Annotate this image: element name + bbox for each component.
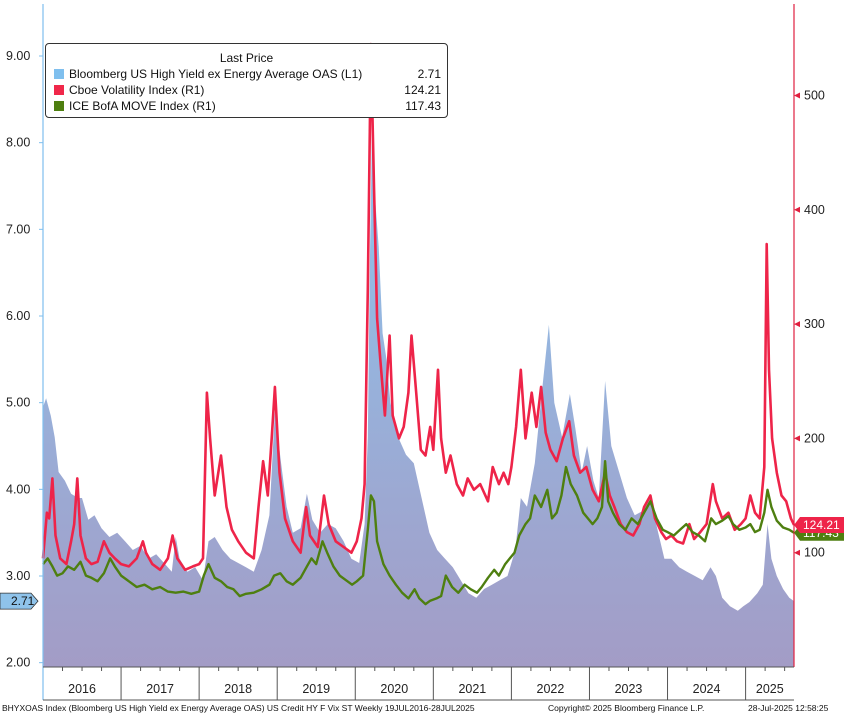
- series-oas-area: [43, 103, 794, 667]
- x-axis-year-label: 2018: [224, 682, 252, 696]
- vix-last-value-tag-text: 124.21: [803, 518, 840, 532]
- legend-swatch-oas: [54, 69, 64, 79]
- legend-value-oas: 2.71: [417, 67, 441, 81]
- right-axis-tick-label: 400: [804, 203, 825, 217]
- left-axis-tick-label: 6.00: [6, 309, 30, 323]
- footer-description: BHYXOAS Index (Bloomberg US High Yield e…: [2, 703, 475, 713]
- legend-label-vix: Cboe Volatility Index (R1): [69, 83, 205, 97]
- left-axis-tick-label: 3.00: [6, 569, 30, 583]
- x-axis-year-label: 2017: [146, 682, 174, 696]
- oas-area-layer: [43, 103, 794, 667]
- left-axis-tick-label: 7.00: [6, 222, 30, 236]
- chart-legend: Last Price Bloomberg US High Yield ex En…: [45, 43, 448, 118]
- last-value-tags: 2.71117.43124.21: [0, 517, 844, 610]
- left-axis-tick-label: 8.00: [6, 136, 30, 150]
- x-axis-year-label: 2021: [458, 682, 486, 696]
- x-axis-year-label: 2019: [302, 682, 330, 696]
- legend-value-vix: 124.21: [404, 83, 441, 97]
- legend-title: Last Price: [219, 51, 274, 65]
- right-axis-tick-label: 100: [804, 546, 825, 560]
- legend-entry-oas: Bloomberg US High Yield ex Energy Averag…: [54, 66, 441, 82]
- x-axis-year-label: 2025: [756, 682, 784, 696]
- vix-last-value-tag: [794, 517, 844, 534]
- right-axis-tick-marker: [794, 435, 800, 442]
- footer-timestamp: 28-Jul-2025 12:58:25: [748, 703, 829, 713]
- legend-value-move: 117.43: [405, 99, 441, 113]
- x-axis-year-label: 2020: [380, 682, 408, 696]
- series-move-line: [42, 460, 795, 606]
- right-axis-tick-marker: [794, 549, 800, 556]
- left-axis-tick-label: 9.00: [6, 49, 30, 63]
- legend-swatch-vix: [54, 85, 64, 95]
- legend-label-move: ICE BofA MOVE Index (R1): [69, 99, 216, 113]
- line-series-layer: [41, 42, 796, 606]
- footer-copyright: Copyright© 2025 Bloomberg Finance L.P.: [548, 703, 705, 713]
- axes-layer: 2.00 3.00 4.00 5.00 6.00 7.00 8.00 9.00 100 200 30…: [6, 4, 825, 701]
- x-axis-year-label: 2016: [68, 682, 96, 696]
- chart-footer: BHYXOAS Index (Bloomberg US High Yield e…: [0, 702, 844, 716]
- oas-last-value-tag-text: 2.71: [11, 594, 35, 608]
- right-axis-tick-marker: [794, 92, 800, 99]
- right-axis-tick-label: 200: [804, 431, 825, 445]
- right-axis-tick-label: 300: [804, 317, 825, 331]
- right-axis-tick-label: 500: [804, 88, 825, 102]
- legend-swatch-move: [54, 101, 64, 111]
- x-axis-year-label: 2022: [537, 682, 565, 696]
- x-axis-year-label: 2023: [615, 682, 643, 696]
- x-axis-year-label: 2024: [693, 682, 721, 696]
- left-axis-tick-label: 2.00: [6, 656, 30, 670]
- legend-entry-vix: Cboe Volatility Index (R1) 124.21: [54, 82, 441, 98]
- left-axis-tick-label: 4.00: [6, 482, 30, 496]
- right-axis-tick-marker: [794, 206, 800, 213]
- oas-last-value-tag: [0, 592, 39, 610]
- right-axis-tick-marker: [794, 321, 800, 328]
- series-vix-line: [41, 42, 796, 572]
- legend-entry-move: ICE BofA MOVE Index (R1) 117.43: [54, 98, 441, 114]
- left-axis-tick-label: 5.00: [6, 396, 30, 410]
- legend-label-oas: Bloomberg US High Yield ex Energy Averag…: [69, 67, 363, 81]
